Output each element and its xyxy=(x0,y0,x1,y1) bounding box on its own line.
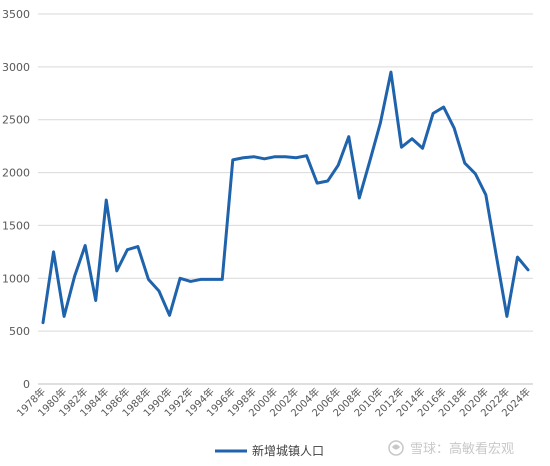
x-axis-ticks: 1978年1980年1982年1984年1986年1988年1990年1992年… xyxy=(14,385,533,419)
series-line-new-urban-population xyxy=(41,70,530,325)
snowball-logo-icon xyxy=(388,440,404,456)
y-tick-label: 2000 xyxy=(2,167,30,180)
y-axis-ticks: 0 500 1000 1500 2000 2500 3000 3500 xyxy=(2,8,30,391)
y-tick-label: 2500 xyxy=(2,114,30,127)
watermark: 雪球：高敏看宏观 xyxy=(388,440,514,457)
y-tick-label: 1500 xyxy=(2,219,30,232)
y-tick-label: 3000 xyxy=(2,61,30,74)
legend: 新增城镇人口 xyxy=(215,443,324,458)
y-tick-label: 500 xyxy=(9,325,30,338)
y-tick-label: 1000 xyxy=(2,272,30,285)
gridlines xyxy=(38,13,533,385)
y-tick-label: 3500 xyxy=(2,8,30,21)
y-tick-label: 0 xyxy=(23,378,30,391)
watermark-text: 雪球：高敏看宏观 xyxy=(410,441,514,457)
legend-label: 新增城镇人口 xyxy=(252,443,324,458)
